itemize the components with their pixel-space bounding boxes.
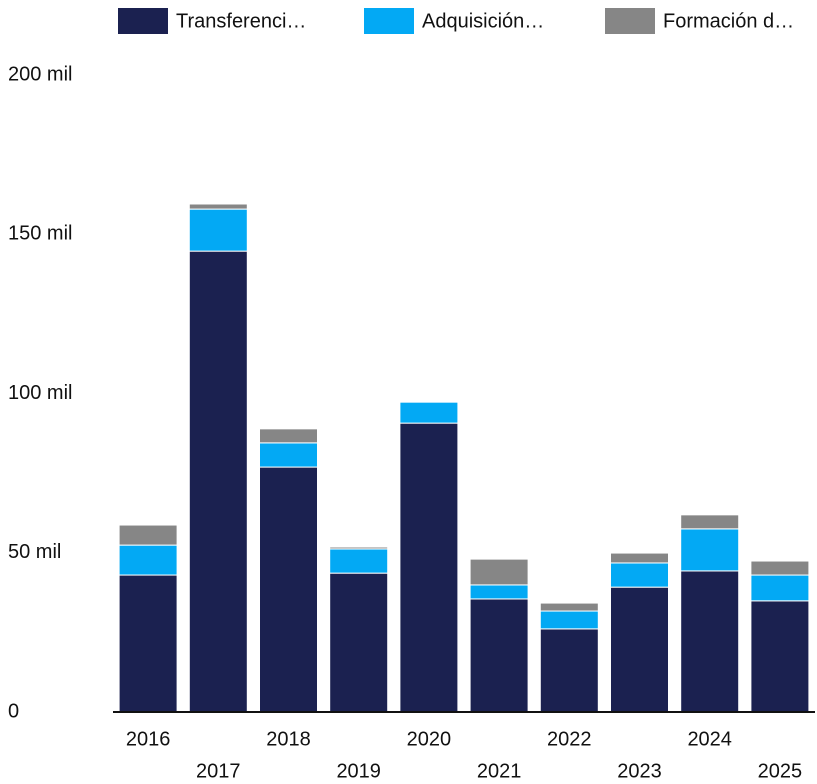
bar-segment <box>539 610 599 630</box>
bar-segment <box>188 203 248 210</box>
bar-segment <box>680 528 740 572</box>
bar-segment <box>469 598 529 713</box>
bar-segment <box>469 584 529 600</box>
x-tick-label: 2016 <box>126 728 171 750</box>
x-tick-label: 2022 <box>547 728 592 750</box>
bar-segment <box>750 560 810 576</box>
y-tick-label: 0 <box>8 700 19 722</box>
bar-segment <box>399 401 459 424</box>
bar-segment <box>188 208 248 252</box>
y-tick-label: 50 mil <box>8 541 61 563</box>
bar-segment <box>610 562 669 588</box>
bar-segment <box>118 524 178 546</box>
y-tick-label: 200 mil <box>8 63 72 85</box>
x-tick-label: 2020 <box>407 728 452 750</box>
y-tick-label: 100 mil <box>8 382 72 404</box>
x-tick-label: 2019 <box>336 760 381 782</box>
bar-segment <box>259 442 318 468</box>
bar-segment <box>539 628 599 713</box>
legend-swatch <box>364 8 414 34</box>
bar-segment <box>118 574 178 713</box>
bar-segment <box>680 514 740 530</box>
bar-segment <box>680 570 740 713</box>
bar-segment <box>118 544 178 576</box>
bar-segment <box>329 572 389 713</box>
x-tick-label: 2024 <box>687 728 732 750</box>
bar-segment <box>259 428 318 444</box>
bar-segment <box>750 600 810 713</box>
bar-segment <box>610 552 669 564</box>
bar-segment <box>750 574 810 602</box>
bar-segment <box>539 602 599 612</box>
legend-label: Adquisición… <box>422 10 544 32</box>
bar-segment <box>469 558 529 586</box>
bar-segment <box>259 466 318 713</box>
bar-segment <box>399 400 459 403</box>
bar-segment <box>399 422 459 713</box>
y-tick-label: 150 mil <box>8 223 72 245</box>
legend-label: Formación d… <box>663 10 794 32</box>
bar-segment <box>188 250 248 713</box>
legend-swatch <box>605 8 655 34</box>
legend-label: Transferenci… <box>176 10 306 32</box>
x-tick-label: 2023 <box>617 760 662 782</box>
x-tick-label: 2021 <box>477 760 522 782</box>
bar-segment <box>329 548 389 574</box>
legend-swatch <box>118 8 168 34</box>
bar-segment <box>329 546 389 550</box>
x-tick-label: 2017 <box>196 760 241 782</box>
x-tick-label: 2025 <box>758 760 803 782</box>
x-tick-label: 2018 <box>266 728 311 750</box>
bar-segment <box>610 586 669 713</box>
